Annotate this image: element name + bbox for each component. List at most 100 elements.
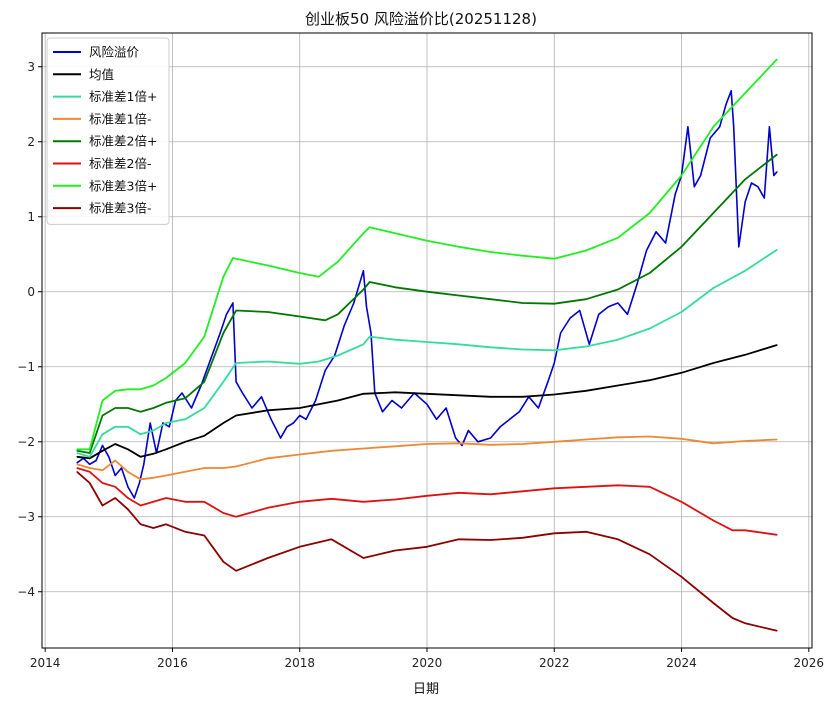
data-point <box>649 435 651 438</box>
data-point <box>712 212 715 214</box>
data-point <box>165 402 167 404</box>
data-point <box>680 246 683 248</box>
data-point <box>324 369 326 372</box>
data-point <box>89 457 91 459</box>
data-point <box>299 363 301 365</box>
data-point <box>267 311 269 313</box>
data-point <box>649 272 651 274</box>
y-tick-label: −4 <box>17 585 35 599</box>
data-point <box>636 283 638 285</box>
data-point <box>362 270 364 272</box>
data-point <box>674 193 676 195</box>
data-point <box>241 392 244 394</box>
data-point <box>330 538 333 540</box>
data-point <box>222 467 224 469</box>
data-point <box>184 441 186 443</box>
data-point <box>665 242 667 244</box>
data-point <box>458 246 460 248</box>
data-point <box>394 286 396 288</box>
data-point <box>152 501 154 503</box>
data-point <box>76 452 78 454</box>
data-point <box>318 276 320 278</box>
series-line <box>76 344 778 460</box>
data-point <box>114 426 116 428</box>
data-point <box>617 339 619 341</box>
data-point <box>370 332 372 334</box>
data-point <box>426 546 428 548</box>
legend-label: 标准差1倍- <box>89 111 151 126</box>
data-point <box>299 501 301 503</box>
data-point <box>649 553 651 555</box>
data-point <box>467 429 469 432</box>
data-point <box>763 197 765 199</box>
data-point <box>140 388 142 390</box>
data-point <box>490 444 492 446</box>
data-point <box>299 272 301 274</box>
data-point <box>101 444 104 447</box>
data-point <box>222 276 224 278</box>
data-point <box>337 354 339 357</box>
data-point <box>649 212 651 214</box>
data-point <box>680 438 683 440</box>
data-point <box>509 418 511 420</box>
series-7 <box>76 471 778 632</box>
data-point <box>455 437 457 439</box>
data-point <box>768 126 771 128</box>
data-point <box>140 504 142 507</box>
legend-label: 标准差2倍+ <box>89 134 157 149</box>
data-point <box>445 407 447 409</box>
data-point <box>518 411 520 413</box>
data-point <box>114 443 116 445</box>
legend-item: 标准差3倍- <box>53 201 151 216</box>
data-point <box>776 153 778 156</box>
series-3 <box>76 435 778 481</box>
legend-item: 标准差1倍+ <box>53 89 157 104</box>
data-point <box>165 523 167 525</box>
data-point <box>712 602 715 604</box>
data-point <box>89 463 91 465</box>
data-point <box>744 529 746 531</box>
series-2 <box>76 248 778 458</box>
data-point <box>149 422 151 424</box>
data-point <box>733 126 735 128</box>
data-point <box>362 343 364 345</box>
data-point <box>165 497 167 499</box>
data-point <box>235 414 237 417</box>
data-point <box>101 450 104 452</box>
data-point <box>490 346 492 348</box>
x-tick-label: 2016 <box>157 656 188 670</box>
data-point <box>426 403 428 405</box>
data-point <box>114 407 116 409</box>
data-point <box>712 442 715 444</box>
data-point <box>219 332 221 334</box>
data-point <box>165 474 167 477</box>
x-tick-label: 2018 <box>284 656 315 670</box>
data-point <box>680 372 683 374</box>
data-point <box>267 409 269 411</box>
data-point <box>776 249 778 251</box>
data-point <box>617 302 619 304</box>
data-point <box>260 396 263 398</box>
data-point <box>120 467 123 469</box>
data-point <box>649 327 651 330</box>
data-point <box>362 288 364 291</box>
x-tick-label: 2020 <box>412 656 443 670</box>
data-point <box>232 257 234 259</box>
data-point <box>299 414 301 417</box>
legend-item: 标准差3倍+ <box>53 178 157 193</box>
data-point <box>394 445 396 447</box>
data-point <box>394 498 396 501</box>
data-point <box>649 486 651 488</box>
data-point <box>709 137 711 139</box>
data-point <box>490 437 492 439</box>
data-point <box>76 467 78 469</box>
data-point <box>490 298 492 300</box>
data-point <box>127 508 129 510</box>
data-point <box>553 393 555 396</box>
series-line <box>76 471 778 632</box>
data-point <box>235 570 237 572</box>
x-tick-label: 2026 <box>794 656 825 670</box>
data-point <box>458 538 460 540</box>
data-point <box>521 490 524 492</box>
